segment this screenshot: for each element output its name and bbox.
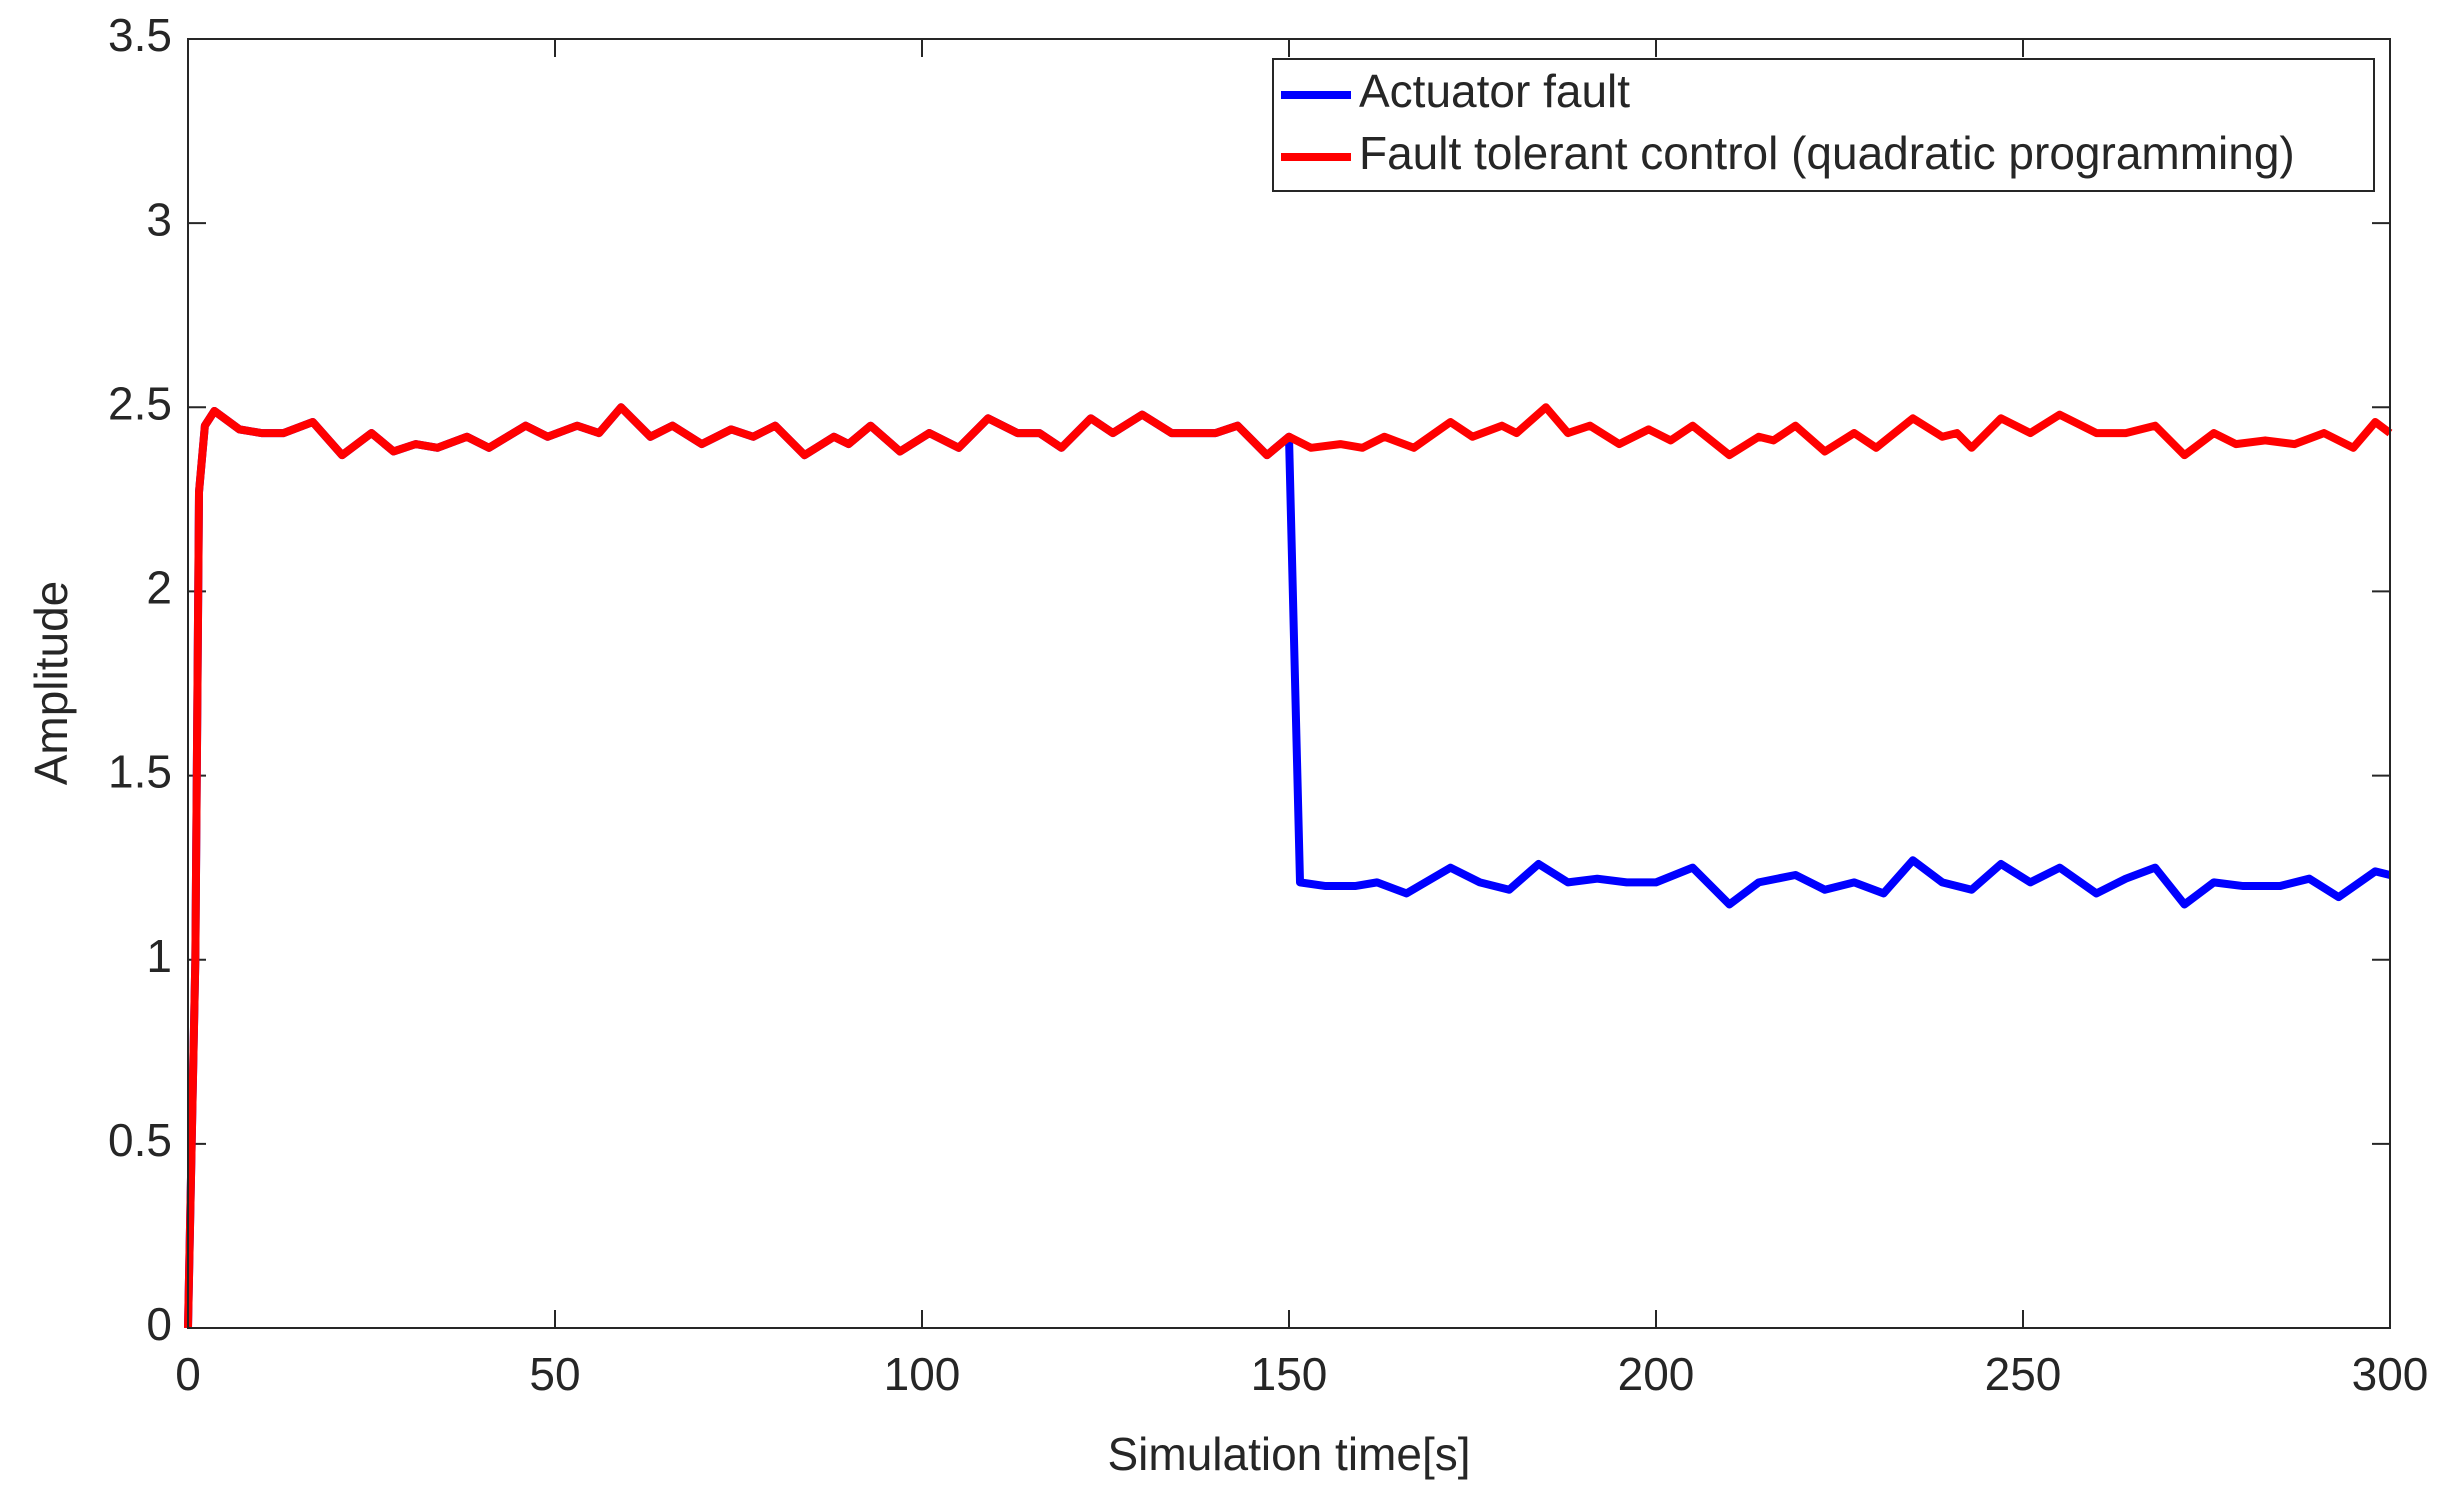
x-tick-label: 100 [884, 1348, 961, 1400]
x-tick-label: 200 [1618, 1348, 1695, 1400]
x-tick-label: 50 [529, 1348, 580, 1400]
legend-box [1272, 58, 2375, 192]
x-tick-label: 300 [2352, 1348, 2429, 1400]
x-tick-label: 250 [1985, 1348, 2062, 1400]
y-tick-label: 3 [146, 193, 172, 245]
y-tick-label: 1.5 [108, 746, 172, 798]
y-tick-label: 2.5 [108, 377, 172, 429]
x-tick-label: 0 [175, 1348, 201, 1400]
x-tick-label: 150 [1251, 1348, 1328, 1400]
y-tick-label: 3.5 [108, 9, 172, 61]
legend-label: Fault tolerant control (quadratic progra… [1359, 127, 2295, 179]
y-tick-label: 1 [146, 930, 172, 982]
series-line [184, 403, 2393, 1329]
y-axis-title: Amplitude [25, 581, 77, 786]
legend-label: Actuator fault [1359, 65, 1630, 117]
x-axis-title: Simulation time[s] [1107, 1428, 1470, 1480]
y-tick-label: 2 [146, 562, 172, 614]
y-tick-label: 0.5 [108, 1114, 172, 1166]
axes-box [187, 38, 2391, 1329]
y-tick-label: 0 [146, 1298, 172, 1350]
